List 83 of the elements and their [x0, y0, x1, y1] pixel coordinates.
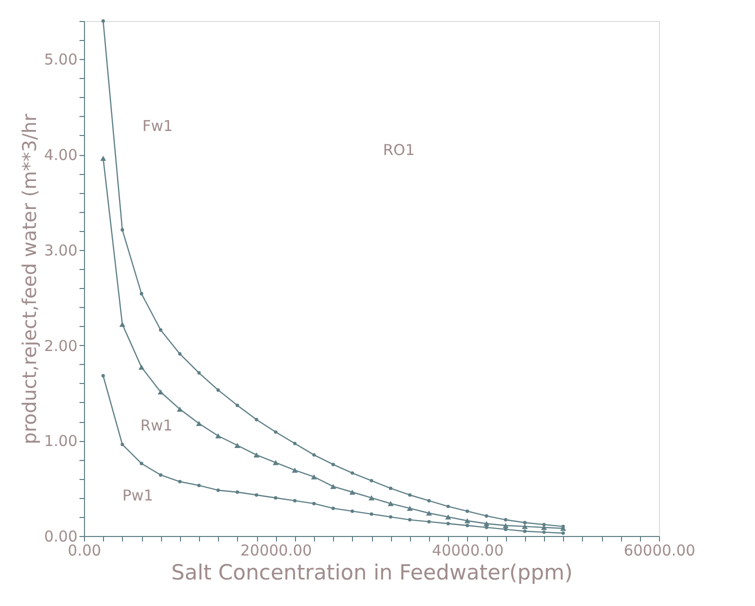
point [330, 484, 336, 489]
point [406, 506, 413, 511]
point [140, 292, 144, 296]
point [100, 156, 106, 161]
point [178, 352, 182, 356]
point [293, 442, 297, 446]
x-tick-label: 60000.00 [624, 542, 696, 560]
x-tick-label: 40000.00 [432, 542, 504, 560]
annotation: RO1 [383, 140, 415, 159]
point [350, 471, 354, 475]
point [408, 493, 412, 497]
x-tick-label: 20000.00 [240, 542, 312, 560]
point [234, 442, 240, 448]
point [349, 490, 356, 495]
point [370, 478, 374, 482]
point [502, 522, 509, 528]
point [388, 501, 394, 506]
point [504, 518, 508, 522]
point [292, 468, 298, 473]
point [561, 531, 565, 535]
point [446, 522, 450, 526]
point [331, 462, 335, 466]
point [120, 228, 124, 232]
point [408, 518, 412, 522]
point [388, 515, 392, 519]
point [311, 474, 317, 480]
point [350, 509, 354, 513]
y-tick-label: 4.00 [44, 146, 78, 164]
point [426, 510, 432, 516]
point [504, 528, 508, 532]
series-label: Fw1 [142, 116, 173, 135]
point [484, 514, 488, 518]
point [254, 418, 258, 422]
point [427, 520, 431, 524]
point [523, 530, 527, 533]
point [331, 506, 335, 510]
point [272, 460, 279, 466]
point [178, 480, 182, 484]
point [254, 493, 258, 497]
point [140, 462, 144, 466]
point [427, 498, 431, 502]
point [542, 530, 546, 534]
point [388, 486, 392, 490]
point [466, 524, 470, 528]
point [158, 473, 162, 477]
point [236, 404, 240, 408]
point [216, 488, 220, 492]
point [101, 19, 105, 23]
point [254, 452, 260, 458]
y-tick-label: 1.00 [44, 432, 78, 450]
point [101, 374, 105, 378]
y-axis-title: product,reject,feed water (m**3/hr [19, 113, 42, 444]
point [176, 406, 183, 412]
x-axis-title: Salt Concentration in Feedwater(ppm) [171, 560, 573, 584]
point [466, 509, 470, 513]
y-tick-label: 3.00 [44, 241, 78, 260]
point [370, 512, 374, 516]
point [119, 322, 126, 327]
point [293, 498, 297, 502]
point [484, 526, 488, 530]
point [446, 504, 450, 508]
point [215, 433, 222, 438]
point [523, 520, 527, 524]
point [197, 484, 201, 488]
point [274, 496, 278, 500]
series-label: Rw1 [140, 416, 173, 434]
point [196, 420, 202, 426]
point [445, 514, 452, 520]
point [120, 442, 124, 446]
series-label: Pw1 [122, 486, 154, 504]
point [274, 430, 278, 434]
y-tick-label: 5.00 [44, 50, 78, 69]
point [158, 328, 162, 332]
point [312, 502, 316, 506]
point [197, 371, 201, 375]
point [312, 453, 316, 457]
point [138, 364, 144, 370]
point [464, 518, 470, 524]
point [236, 490, 240, 494]
y-tick-label: 2.00 [44, 336, 78, 355]
point [216, 388, 220, 392]
point [368, 495, 374, 500]
point [522, 524, 528, 530]
